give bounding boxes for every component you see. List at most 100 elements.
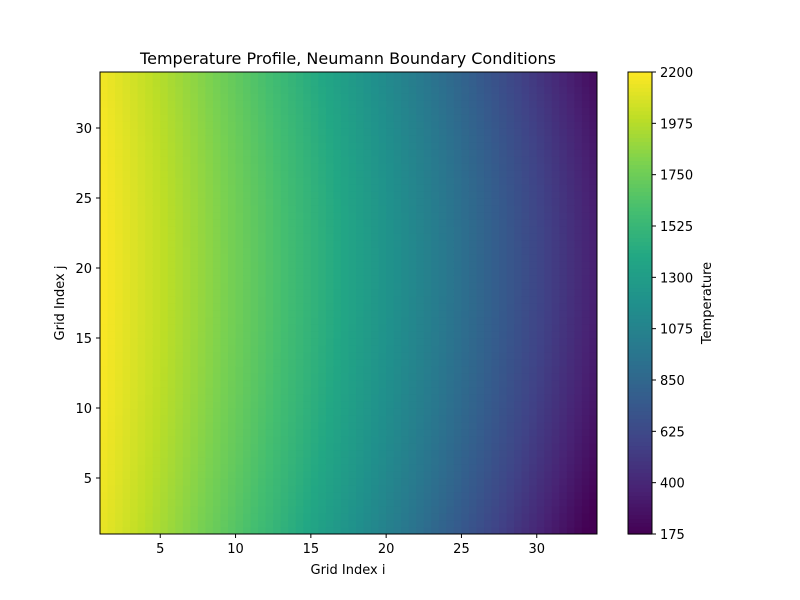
heatmap-cell	[288, 464, 297, 472]
heatmap-cell	[197, 184, 207, 192]
heatmap-cell	[499, 268, 508, 276]
heatmap-cell	[310, 114, 319, 122]
heatmap-cell	[190, 359, 199, 367]
heatmap-cell	[265, 359, 274, 367]
heatmap-cell	[574, 331, 583, 339]
heatmap-cell	[446, 499, 455, 507]
heatmap-cell	[551, 387, 560, 395]
heatmap-cell	[499, 499, 508, 507]
heatmap-cell	[122, 464, 131, 472]
heatmap-cell	[325, 352, 335, 360]
heatmap-cell	[499, 359, 508, 367]
heatmap-cell	[288, 149, 297, 157]
heatmap-cell	[265, 436, 274, 444]
colorbar-segment	[628, 526, 652, 531]
heatmap-cell	[152, 163, 161, 171]
heatmap-cell	[235, 443, 244, 451]
heatmap-cell	[446, 373, 455, 381]
heatmap-cell	[438, 128, 447, 136]
heatmap-cell	[446, 317, 455, 325]
heatmap-cell	[491, 233, 500, 241]
heatmap-cell	[295, 422, 304, 430]
heatmap-cell	[356, 394, 365, 402]
heatmap-cell	[371, 366, 380, 374]
heatmap-cell	[453, 457, 463, 465]
heatmap-cell	[220, 198, 229, 206]
heatmap-cell	[175, 282, 184, 290]
heatmap-cell	[356, 282, 365, 290]
heatmap-cell	[235, 247, 244, 255]
heatmap-cell	[371, 520, 380, 528]
heatmap-cell	[401, 198, 410, 206]
heatmap-cell	[197, 107, 207, 115]
heatmap-cell	[363, 443, 372, 451]
heatmap-cell	[273, 499, 282, 507]
heatmap-cell	[243, 415, 252, 423]
heatmap-cell	[544, 240, 553, 248]
heatmap-cell	[566, 359, 576, 367]
colorbar-segment	[628, 480, 652, 485]
heatmap-cell	[265, 79, 274, 87]
heatmap-cell	[333, 128, 342, 136]
heatmap-cell	[589, 198, 597, 206]
heatmap-cell	[371, 457, 380, 465]
heatmap-cell	[453, 233, 463, 241]
heatmap-cell	[378, 121, 387, 129]
heatmap-cell	[273, 513, 282, 521]
heatmap-cell	[182, 359, 191, 367]
heatmap-cell	[182, 373, 191, 381]
heatmap-cell	[152, 345, 161, 353]
heatmap-cell	[378, 170, 387, 178]
heatmap-cell	[356, 478, 365, 486]
heatmap-cell	[401, 247, 410, 255]
heatmap-cell	[205, 247, 214, 255]
heatmap-cell	[514, 408, 523, 416]
heatmap-cell	[348, 93, 357, 101]
heatmap-cell	[363, 422, 372, 430]
heatmap-cell	[137, 268, 146, 276]
heatmap-cell	[228, 240, 237, 248]
heatmap-cell	[137, 205, 146, 213]
heatmap-cell	[130, 163, 139, 171]
heatmap-cell	[431, 177, 440, 185]
heatmap-cell	[265, 394, 274, 402]
heatmap-cell	[446, 128, 455, 136]
heatmap-cell	[581, 142, 591, 150]
heatmap-cell	[521, 408, 530, 416]
heatmap-cell	[137, 422, 146, 430]
heatmap-cell	[137, 464, 146, 472]
heatmap-cell	[167, 429, 176, 437]
heatmap-cell	[152, 422, 161, 430]
heatmap-cell	[310, 93, 319, 101]
heatmap-cell	[333, 142, 342, 150]
heatmap-cell	[371, 443, 380, 451]
heatmap-cell	[333, 380, 342, 388]
heatmap-cell	[506, 142, 515, 150]
colorbar-segment	[628, 356, 652, 362]
heatmap-cell	[228, 275, 237, 283]
heatmap-cell	[182, 506, 191, 514]
heatmap-cell	[506, 93, 515, 101]
heatmap-cell	[235, 296, 244, 304]
heatmap-cell	[529, 135, 538, 143]
heatmap-cell	[581, 499, 591, 507]
heatmap-cell	[182, 177, 191, 185]
heatmap-cell	[130, 184, 139, 192]
heatmap-cell	[115, 219, 124, 227]
heatmap-cell	[386, 156, 395, 164]
heatmap-cell	[295, 240, 304, 248]
heatmap-cell	[130, 415, 139, 423]
heatmap-cell	[258, 289, 267, 297]
heatmap-cell	[408, 380, 417, 388]
heatmap-cell	[348, 275, 357, 283]
heatmap-cell	[506, 275, 515, 283]
heatmap-cell	[356, 338, 365, 346]
heatmap-cell	[536, 492, 545, 500]
heatmap-cell	[288, 261, 297, 269]
heatmap-cell	[491, 128, 500, 136]
heatmap-cell	[423, 324, 432, 332]
heatmap-cell	[386, 79, 395, 87]
heatmap-cell	[356, 415, 365, 423]
heatmap-cell	[228, 345, 237, 353]
heatmap-cell	[529, 387, 538, 395]
